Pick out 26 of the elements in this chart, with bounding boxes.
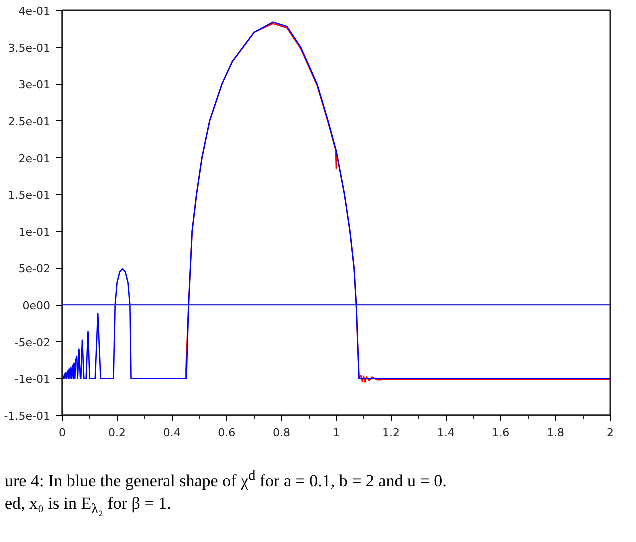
y-tick-label: 3e-01: [18, 78, 50, 92]
y-tick-label: 2e-01: [18, 152, 50, 166]
y-tick-label: 1.5e-01: [8, 189, 51, 202]
text: ure 4: In blue the general shape of χ$^{d}$ for a = 0.1, b = 2 and u = 0.: [5, 468, 447, 491]
y-tick-label: -5e-02: [14, 336, 50, 350]
x-tick-label: 1: [333, 426, 340, 440]
x-tick-label: 0.2: [108, 426, 126, 440]
x-tick-label: 1.2: [382, 426, 400, 440]
y-tick-label: 0e00: [22, 300, 50, 313]
x-tick-label: 1.8: [546, 426, 564, 440]
line-series: [62, 22, 610, 380]
x-tick-label: 0.8: [272, 426, 290, 440]
text: ed, x₀ is in E$_{λ₂}$ for β = 1.: [5, 494, 172, 518]
x-tick-label: 1.4: [437, 426, 455, 440]
y-tick-label: -1.5e-01: [4, 410, 51, 423]
x-tick-label: 0.4: [163, 426, 181, 440]
y-tick-label: -1e-01: [14, 373, 50, 386]
x-tick-label: 1.6: [492, 426, 510, 440]
y-tick-label: 3.5e-01: [8, 42, 51, 55]
y-tick-label: 2.5e-01: [8, 115, 51, 128]
y-tick-label: 4e-01: [18, 5, 50, 18]
x-tick-label: 2: [607, 426, 614, 440]
y-tick-label: 1e-01: [18, 226, 50, 239]
x-tick-label: 0: [59, 426, 66, 440]
x-tick-label: 0.6: [218, 426, 236, 440]
y-tick-label: 5e-02: [18, 262, 50, 276]
